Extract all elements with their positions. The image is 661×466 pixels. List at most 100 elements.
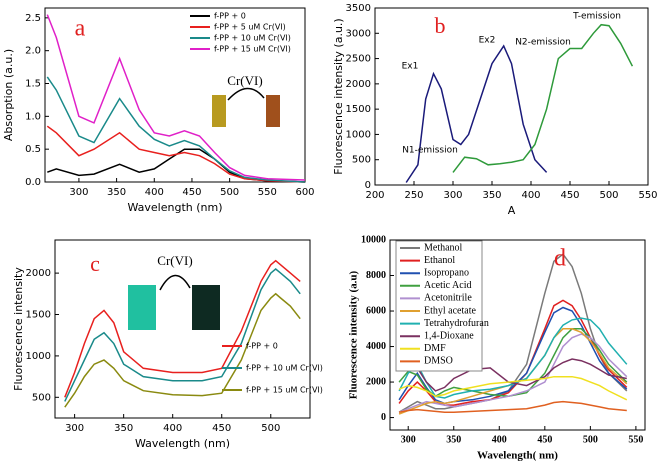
annotation: d <box>554 246 566 272</box>
annotation: Cr(VI) <box>227 73 262 88</box>
series-line <box>398 358 627 392</box>
x-tick-label: 450 <box>182 187 201 198</box>
x-tick-label: 500 <box>583 434 598 445</box>
annotation: T-emission <box>572 12 621 22</box>
legend-label: 1,4-Dioxane <box>424 330 474 341</box>
legend-label: Isopropano <box>424 267 469 278</box>
legend-label: Ethanol <box>424 255 455 266</box>
y-tick-label: 0.5 <box>25 144 41 155</box>
legend-label: f-PP + 15 uM Cr(VI) <box>214 45 291 54</box>
legend-label: f-PP + 10 uM Cr(VI) <box>214 34 291 43</box>
x-tick-label: 300 <box>69 187 88 198</box>
x-axis-label: Wavelength (nm) <box>135 437 230 450</box>
x-axis-label: A <box>508 204 516 217</box>
vial-before <box>212 95 226 127</box>
x-tick-label: 450 <box>537 434 552 445</box>
annotation: a <box>75 16 86 42</box>
legend-label: DMSO <box>424 356 453 367</box>
plot-frame <box>374 7 649 186</box>
x-tick-label: 250 <box>404 190 423 201</box>
plot-frame <box>389 239 646 431</box>
x-tick-label: 550 <box>628 434 643 445</box>
x-tick-label: 400 <box>163 423 182 434</box>
panel: 300 350 400 450 500 550 0 2000 4000 6000 8000 10000… <box>348 234 646 462</box>
series-line <box>452 23 634 173</box>
x-tick-label: 550 <box>638 190 657 201</box>
series-line <box>46 14 306 181</box>
x-tick-label: 300 <box>401 434 416 445</box>
annotation: N2-emission <box>515 38 571 48</box>
vial-photo-c <box>128 274 220 330</box>
y-tick-label: 2000 <box>26 268 51 279</box>
y-tick-label: 8000 <box>366 270 386 281</box>
legend-label: f-PP + 5 uM Cr(VI) <box>214 23 286 32</box>
x-tick-label: 400 <box>492 434 507 445</box>
annotation: N1-emission <box>402 146 458 156</box>
y-tick-label: 1.0 <box>25 111 41 122</box>
y-tick-label: 2.5 <box>25 13 41 24</box>
y-axis-label: Absorption (a.u.) <box>2 49 15 141</box>
legend-label: DMF <box>424 343 446 354</box>
x-tick-label: 450 <box>560 190 579 201</box>
y-tick-label: 2.0 <box>25 46 41 57</box>
panel: 300 350 400 450 500 500 1000 1500 2000 Wavelength… <box>12 239 323 450</box>
x-tick-label: 200 <box>365 190 384 201</box>
arrow <box>159 274 191 291</box>
legend-label: Ethyl acetate <box>424 305 476 316</box>
series-line <box>46 125 306 183</box>
legend-label: f-PP + 15 uM Cr(VI) <box>246 386 323 395</box>
legend-label: Acetonitrile <box>424 293 472 304</box>
x-tick-label: 500 <box>599 190 618 201</box>
series-line <box>398 328 628 398</box>
annotation: b <box>435 13 446 38</box>
y-tick-label: 0 <box>365 180 371 191</box>
y-tick-label: 1000 <box>346 129 371 140</box>
x-tick-label: 350 <box>114 423 133 434</box>
x-axis-label: Wavelength( nm) <box>477 450 558 462</box>
legend-label: f-PP + 0 <box>246 342 278 351</box>
annotation: Ex2 <box>479 36 496 46</box>
panel: 300 350 400 450 500 550 600 0.0 0.5 1.0 1.5 2.0 2.5 W… <box>2 7 315 214</box>
series-line <box>64 268 301 402</box>
x-tick-label: 300 <box>443 190 462 201</box>
x-tick-label: 350 <box>482 190 501 201</box>
y-tick-label: 1.5 <box>25 79 41 90</box>
legend-label: Tetrahydrofuran <box>424 318 489 329</box>
y-tick-label: 1000 <box>26 351 51 362</box>
y-tick-label: 10000 <box>361 234 386 245</box>
y-tick-label: 6000 <box>366 305 386 316</box>
y-tick-label: 500 <box>352 155 371 166</box>
y-tick-label: 2000 <box>346 79 371 90</box>
y-tick-label: 1500 <box>346 104 371 115</box>
plot-frame <box>54 239 311 419</box>
y-axis-label: Fluorescence intensity <box>12 267 25 391</box>
legend-label: Acetic Acid <box>424 280 471 291</box>
x-tick-label: 550 <box>258 187 277 198</box>
x-tick-label: 500 <box>261 423 280 434</box>
arrow <box>227 87 265 101</box>
annotation: Cr(VI) <box>157 253 192 268</box>
vial-before <box>128 285 156 330</box>
vial-after <box>266 95 280 127</box>
y-tick-label: 3000 <box>346 28 371 39</box>
y-axis-label: Fluorescence intensity (a.u) <box>348 270 360 399</box>
x-tick-label: 300 <box>65 423 84 434</box>
annotation: c <box>90 251 100 276</box>
series-line <box>398 253 628 413</box>
legend-label: Methanol <box>424 242 463 253</box>
y-tick-label: 3500 <box>346 3 371 14</box>
x-tick-label: 500 <box>220 187 239 198</box>
x-tick-label: 400 <box>145 187 164 198</box>
y-tick-label: 0 <box>381 412 386 423</box>
y-tick-label: 1500 <box>26 310 51 321</box>
x-tick-label: 400 <box>521 190 540 201</box>
series-line <box>405 44 548 183</box>
series-line <box>64 259 301 398</box>
x-tick-label: 350 <box>446 434 461 445</box>
annotation: Ex1 <box>402 62 419 72</box>
y-tick-label: 0.0 <box>25 177 41 188</box>
series-line <box>64 292 301 408</box>
y-tick-label: 500 <box>32 392 51 403</box>
series-line <box>398 375 628 401</box>
vial-after <box>192 285 220 330</box>
